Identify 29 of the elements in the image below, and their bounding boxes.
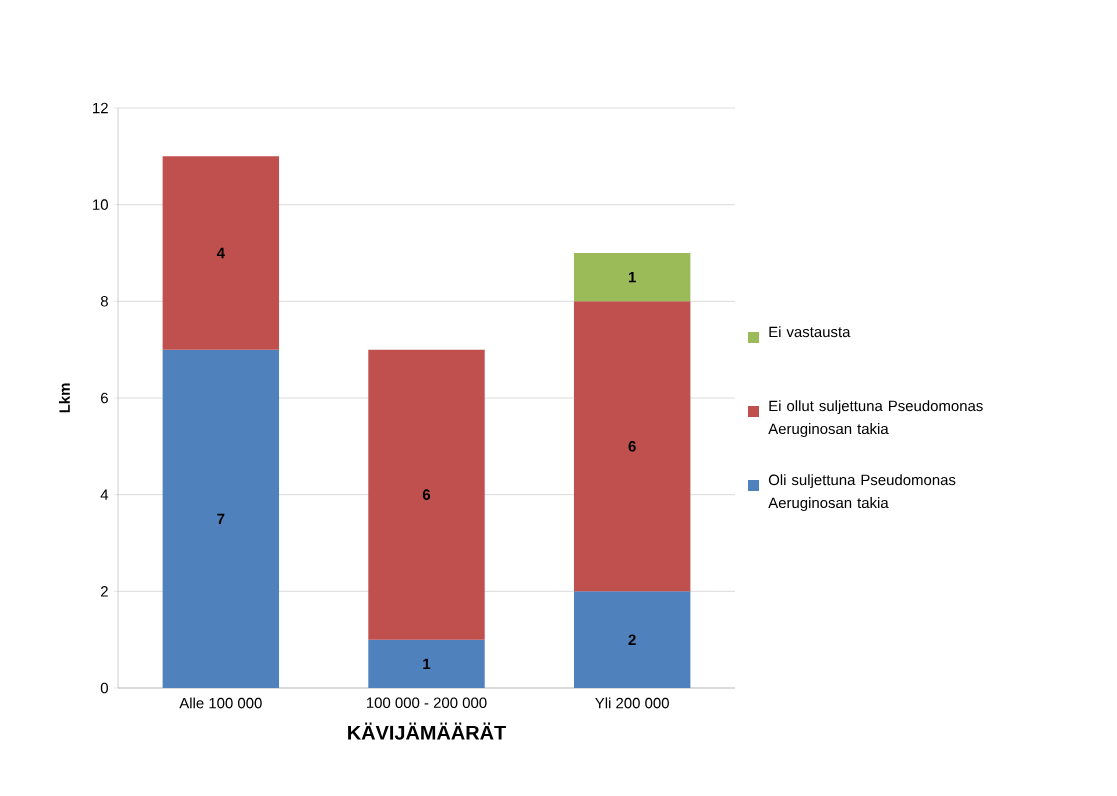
data-label: 6 xyxy=(628,441,636,452)
x-tick-label: Yli 200 000 xyxy=(595,697,669,709)
legend-label: Ei ollut suljettuna Pseudomonas Aeruginosan takia xyxy=(768,400,983,438)
x-tick-label: Alle 100 000 xyxy=(179,697,262,709)
y-tick-label: 12 xyxy=(93,102,108,114)
x-axis-title: KÄVIJÄMÄÄRÄT xyxy=(348,722,506,740)
legend-label: Oli suljettuna Pseudomonas Aeruginosan takia xyxy=(768,474,956,512)
y-tick-label: 10 xyxy=(93,199,108,210)
data-label: 7 xyxy=(217,513,225,524)
data-label: 1 xyxy=(628,272,636,283)
legend-label: Ei vastausta xyxy=(769,326,851,338)
x-tick-label: 100 000 - 200 000 xyxy=(366,697,487,709)
data-label: 4 xyxy=(216,247,225,259)
y-axis-title: Lkm xyxy=(58,383,70,413)
bar xyxy=(368,349,485,640)
bar xyxy=(573,252,691,302)
y-tick-label: 2 xyxy=(101,586,108,597)
y-tick-label: 4 xyxy=(100,489,109,500)
bar xyxy=(162,349,280,688)
y-tick-label: 0 xyxy=(100,682,108,694)
bar xyxy=(162,156,280,350)
data-label: 6 xyxy=(422,489,431,500)
y-tick-label: 8 xyxy=(100,296,108,307)
bar xyxy=(573,591,691,688)
bar xyxy=(573,301,691,592)
data-label: 1 xyxy=(423,658,431,669)
y-tick-label: 6 xyxy=(101,392,108,404)
bar xyxy=(368,639,485,688)
data-label: 2 xyxy=(628,634,636,645)
